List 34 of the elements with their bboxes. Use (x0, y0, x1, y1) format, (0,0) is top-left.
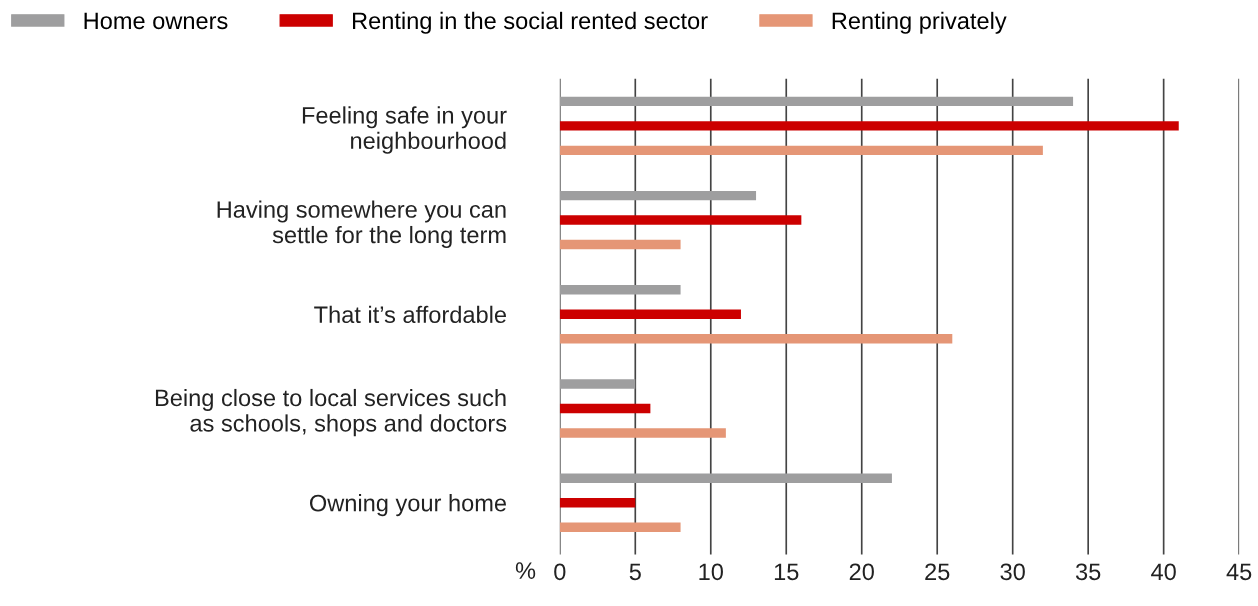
legend-label: Renting in the social rented sector (353, 11, 708, 34)
bar (559, 403, 651, 414)
x-tick-label: 25 (925, 563, 950, 581)
legend-label: Renting privately (832, 11, 1007, 34)
x-tick-label: 40 (1151, 563, 1176, 581)
bar (559, 190, 757, 201)
x-tick-label: 20 (849, 563, 874, 581)
x-tick-label: 35 (1075, 563, 1101, 581)
bar (559, 334, 953, 344)
bar (559, 121, 1179, 131)
y-tick-label: Feeling safe in your neighbourhood (302, 106, 507, 154)
bar (559, 96, 1074, 107)
bar (559, 379, 636, 389)
bar (559, 497, 636, 508)
x-tick-label: 45 (1226, 563, 1252, 581)
y-tick-label: Being close to local services such as schools, shops and doctors (155, 388, 507, 437)
bar (559, 285, 681, 295)
x-tick-label: 15 (774, 563, 799, 581)
bar (559, 428, 726, 438)
x-tick-label: 5 (629, 563, 641, 581)
bar (559, 239, 681, 250)
bar (559, 309, 741, 319)
y-tick-label: Having somewhere you can settle for the long term (217, 200, 506, 248)
legend-label: Home owners (84, 12, 228, 30)
bar (559, 215, 802, 225)
bar (559, 473, 892, 483)
bar (559, 522, 681, 532)
y-tick-label: Owning your home (309, 494, 506, 517)
x-tick-label: 0 (554, 563, 566, 581)
x-tick-label: 30 (1000, 563, 1025, 581)
bar (559, 145, 1043, 156)
y-tick-label: That it’s affordable (314, 305, 506, 324)
x-axis-title: % (515, 562, 536, 579)
x-tick-label: 10 (699, 563, 723, 581)
